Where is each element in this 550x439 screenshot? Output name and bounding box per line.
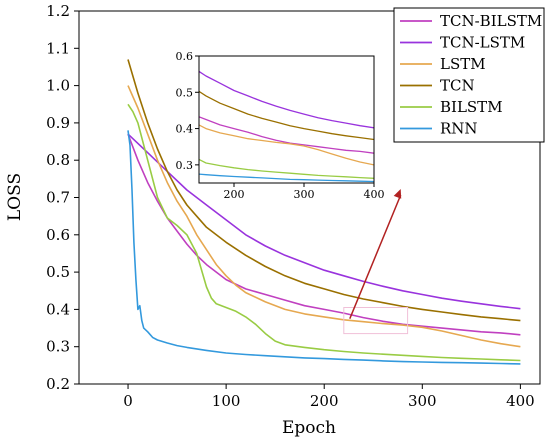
- x-tick-label: 100: [212, 392, 241, 410]
- inset-x-tick-label: 200: [224, 188, 245, 201]
- inset-x-tick-label: 300: [294, 188, 315, 201]
- y-axis: 0.2 0.3 0.4 0.5 0.6 0.7 0.8 0.9 1.0 1.1 1.2: [46, 2, 79, 393]
- legend-label-lstm: LSTM: [440, 55, 486, 73]
- inset-line-bilstm: [199, 158, 374, 179]
- legend: TCN-BILSTM TCN-LSTM LSTM TCN BILSTM RNN: [400, 12, 542, 138]
- inset-line-tcn: [199, 90, 374, 141]
- legend-label-tcn-bilstm: TCN-BILSTM: [440, 12, 542, 30]
- inset-y-tick-label: 0.5: [176, 86, 194, 99]
- y-tick-label: 0.3: [46, 338, 70, 356]
- y-tick-label: 1.2: [46, 2, 70, 20]
- inset-x-tick-label: 400: [364, 188, 385, 201]
- inset-line-rnn: [199, 173, 374, 183]
- x-tick-label: 200: [310, 392, 339, 410]
- inset-line-tcn-bilstm: [199, 116, 374, 154]
- series-line-lstm: [127, 85, 521, 348]
- x-axis-title: Epoch: [282, 418, 336, 438]
- zoom-region-marker: [343, 307, 409, 335]
- y-tick-label: 0.4: [46, 300, 70, 318]
- legend-label-rnn: RNN: [440, 120, 478, 138]
- x-tick-label: 300: [408, 392, 437, 410]
- inset-axes: 0.3 0.4 0.5 0.6 200 300 400: [176, 50, 385, 201]
- x-axis: 0 100 200 300 400: [123, 384, 535, 410]
- inset-y-tick-label: 0.3: [176, 159, 194, 172]
- series-lines: [127, 59, 521, 365]
- legend-box: [393, 7, 545, 143]
- x-tick-label: 0: [123, 392, 133, 410]
- y-tick-label: 1.0: [46, 77, 70, 95]
- inset-series-lines: [199, 70, 374, 183]
- legend-label-tcn: TCN: [440, 77, 475, 95]
- inset-line-lstm: [199, 124, 374, 166]
- inset-background: [199, 56, 374, 183]
- series-line-tcn: [127, 59, 521, 322]
- inset-frame: [198, 55, 375, 184]
- y-tick-label: 0.2: [46, 375, 70, 393]
- series-line-bilstm: [127, 103, 521, 362]
- y-tick-label: 0.9: [46, 114, 70, 132]
- inset-y-tick-label: 0.6: [176, 50, 194, 63]
- legend-label-bilstm: BILSTM: [440, 98, 503, 116]
- y-tick-label: 0.6: [46, 226, 70, 244]
- x-tick-label: 400: [506, 392, 535, 410]
- zoom-arrow: [349, 194, 402, 319]
- legend-label-tcn-lstm: TCN-LSTM: [440, 34, 525, 52]
- zoom-arrowhead: [393, 189, 402, 199]
- y-tick-label: 0.5: [46, 263, 70, 281]
- series-line-rnn: [127, 130, 521, 365]
- y-tick-label: 0.8: [46, 151, 70, 169]
- y-axis-title: LOSS: [5, 173, 25, 221]
- y-tick-label: 0.7: [46, 189, 70, 207]
- inset-line-tcn-lstm: [199, 70, 374, 129]
- inset-y-tick-label: 0.4: [176, 123, 194, 136]
- series-line-tcn-lstm: [127, 133, 521, 310]
- y-tick-label: 1.1: [46, 39, 70, 57]
